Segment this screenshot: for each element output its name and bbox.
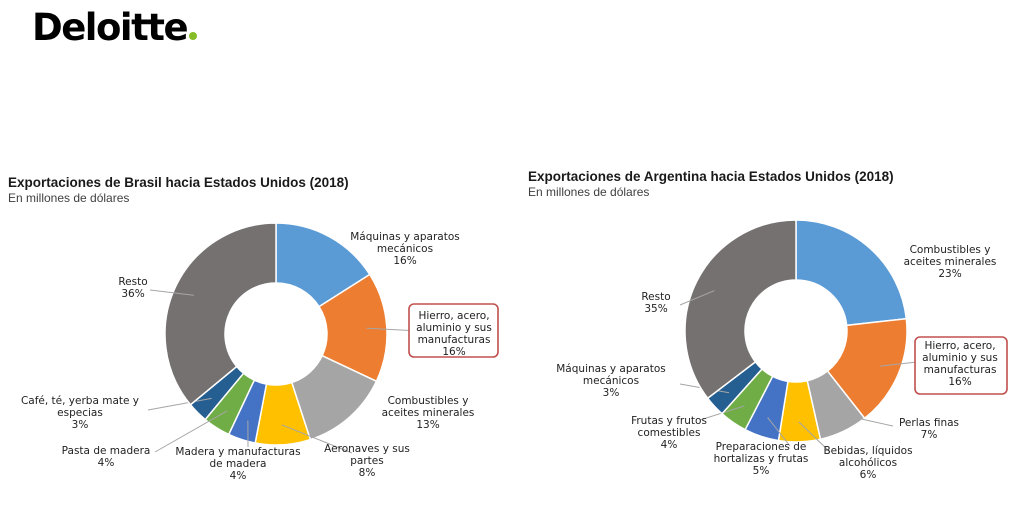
- slice-label: Combustibles y aceites minerales 13%: [382, 395, 475, 431]
- chart-subtitle-argentina: En millones de dólares: [528, 185, 650, 199]
- donut-slice: [684, 219, 797, 400]
- donut-slice: [795, 219, 908, 327]
- leader-line: [679, 290, 715, 306]
- slice-label: Madera y manufacturas de madera 4%: [175, 446, 300, 482]
- leader-line: [767, 417, 791, 447]
- highlight-box: [408, 303, 499, 358]
- logo-dot: [189, 32, 198, 40]
- slice-label: Preparaciones de hortalizas y frutas 5%: [714, 441, 809, 477]
- deloitte-logo: Deloitte: [32, 6, 198, 49]
- highlight-box: [914, 336, 1008, 395]
- slice-label: Resto 35%: [641, 291, 670, 315]
- leader-line: [798, 421, 831, 453]
- slice-label: Hierro, acero, aluminio y sus manufacturas…: [416, 310, 492, 358]
- slice-label: Bebidas, líquidos alcohólicos 6%: [823, 445, 912, 481]
- leader-line: [147, 397, 212, 411]
- slice-label: Resto 36%: [118, 276, 147, 300]
- slice-label: Café, té, yerba mate y especias 3%: [21, 395, 139, 431]
- slice-label: Máquinas y aparatos mecánicos 3%: [556, 363, 665, 399]
- slice-label: Hierro, acero, aluminio y sus manufacturas…: [922, 340, 998, 388]
- chart-title-argentina: Exportaciones de Argentina hacia Estados…: [528, 169, 894, 184]
- slice-label: Perlas finas 7%: [899, 417, 959, 441]
- slice-label: Pasta de madera 4%: [62, 445, 151, 469]
- slice-label: Máquinas y aparatos mecánicos 16%: [350, 231, 459, 267]
- slice-label: Aeronaves y sus partes 8%: [324, 443, 410, 479]
- chart-subtitle-brasil: En millones de dólares: [8, 191, 130, 205]
- slice-label: Combustibles y aceites minerales 23%: [904, 244, 997, 280]
- leader-line: [281, 424, 353, 454]
- leader-line: [879, 361, 918, 367]
- logo-text: Deloitte: [32, 6, 189, 49]
- leader-line: [149, 289, 194, 296]
- slice-label: Frutas y frutos comestibles 4%: [631, 415, 707, 451]
- chart-title-brasil: Exportaciones de Brasil hacia Estados Un…: [8, 175, 349, 190]
- leader-line: [154, 410, 228, 453]
- donut-slice: [164, 222, 277, 406]
- leader-line: [835, 412, 894, 427]
